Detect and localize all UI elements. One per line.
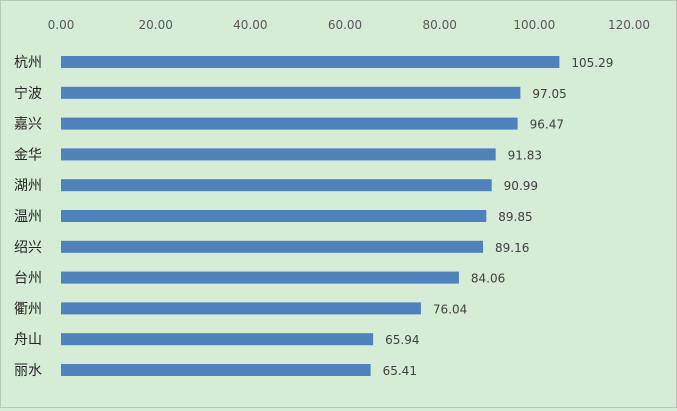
data-label: 76.04 <box>433 302 467 316</box>
category-label: 衢州 <box>14 300 42 317</box>
bar <box>61 364 371 376</box>
data-label: 89.16 <box>495 241 529 255</box>
x-tick-label: 100.00 <box>513 18 555 32</box>
category-label: 舟山 <box>14 332 42 348</box>
bar <box>61 210 487 222</box>
bar <box>61 148 496 161</box>
x-axis-ticks: 0.00 20.00 40.00 60.00 80.00 100.00 120.00 <box>48 18 650 32</box>
bar <box>61 333 374 346</box>
bar <box>61 179 492 192</box>
data-label: 65.94 <box>385 333 419 347</box>
category-label: 台州 <box>14 271 42 287</box>
bar <box>61 240 484 253</box>
data-label: 90.99 <box>504 179 538 193</box>
category-label: 金华 <box>14 147 42 163</box>
data-label: 65.41 <box>383 364 417 378</box>
bar <box>61 302 421 315</box>
bar <box>61 117 518 130</box>
data-label: 91.83 <box>508 148 542 162</box>
category-label: 杭州 <box>14 55 42 71</box>
x-tick-label: 40.00 <box>233 18 267 32</box>
bars <box>61 56 560 376</box>
category-label: 绍兴 <box>14 240 42 256</box>
bar <box>61 271 459 284</box>
category-label: 湖州 <box>14 178 42 194</box>
bar <box>61 56 560 68</box>
data-label: 96.47 <box>530 118 564 132</box>
x-tick-label: 60.00 <box>328 18 362 32</box>
category-label: 嘉兴 <box>14 117 42 133</box>
bar <box>61 86 521 99</box>
category-label: 宁波 <box>14 85 42 102</box>
x-tick-label: 20.00 <box>138 18 172 32</box>
data-label: 97.05 <box>532 87 566 101</box>
data-labels: 105.29 97.05 96.47 91.83 90.99 89.85 89.16 84.0… <box>383 56 614 378</box>
data-label: 84.06 <box>471 272 505 286</box>
x-tick-label: 80.00 <box>422 18 456 32</box>
x-tick-label: 0.00 <box>48 18 75 32</box>
data-label: 105.29 <box>571 56 613 70</box>
data-label: 89.85 <box>498 210 532 224</box>
category-label: 丽水 <box>14 363 42 379</box>
category-label: 温州 <box>14 209 42 225</box>
x-tick-label: 120.00 <box>608 18 650 32</box>
